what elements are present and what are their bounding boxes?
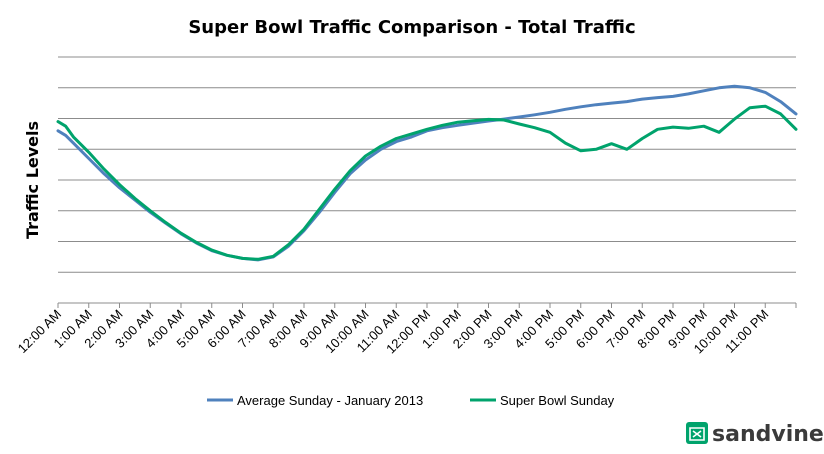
chart-title: Super Bowl Traffic Comparison - Total Tr… bbox=[188, 17, 635, 38]
gridlines bbox=[58, 56, 796, 273]
series-line-1 bbox=[56, 104, 798, 261]
legend-label-1: Super Bowl Sunday bbox=[500, 393, 615, 408]
legend-label-0: Average Sunday - January 2013 bbox=[237, 393, 423, 408]
legend: Average Sunday - January 2013 Super Bowl … bbox=[207, 393, 615, 408]
series-layer bbox=[56, 84, 798, 262]
sandvine-logo: sandvine bbox=[686, 422, 824, 447]
y-axis-label: Traffic Levels bbox=[23, 121, 42, 239]
series-line-0 bbox=[56, 84, 798, 262]
x-axis: 12:00 AM1:00 AM2:00 AM3:00 AM4:00 AM5:00… bbox=[15, 302, 797, 356]
sandvine-logo-glyph bbox=[689, 427, 705, 441]
x-tick-label-0: 12:00 AM bbox=[15, 307, 64, 356]
sandvine-wordmark: sandvine bbox=[712, 422, 824, 447]
